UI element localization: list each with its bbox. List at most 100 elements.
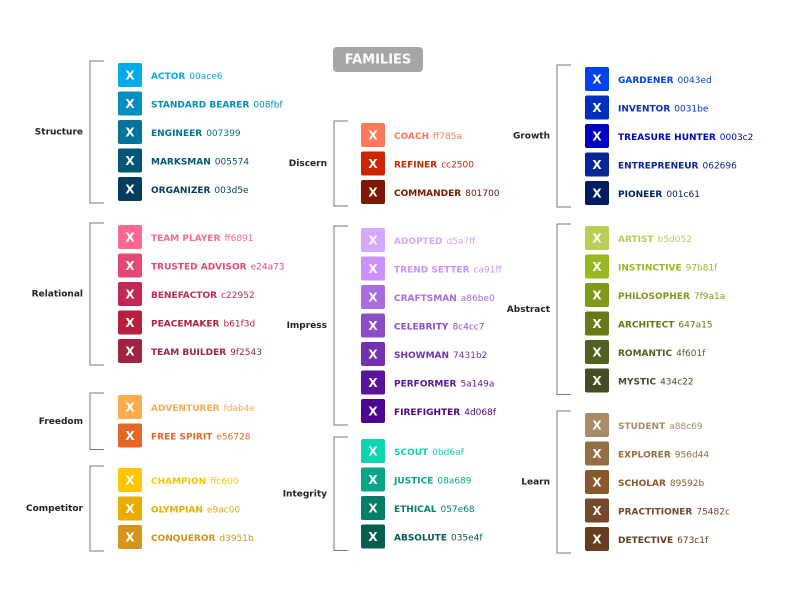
item-code: 003d5e [214, 186, 249, 196]
swatch-label: X [125, 97, 135, 111]
item-name: STANDARD BEARER [151, 100, 249, 110]
item-code: 956d44 [675, 450, 710, 460]
swatch-label: X [592, 317, 602, 331]
swatch-label: X [125, 126, 135, 140]
swatch-label: X [592, 73, 602, 87]
item-name: PEACEMAKER [151, 319, 220, 329]
item-name: TRUSTED ADVISOR [151, 262, 247, 272]
swatch-label: X [125, 316, 135, 330]
item-label: COACH ff785a [394, 132, 462, 142]
item-code: 0003c2 [720, 133, 754, 143]
item-label: ENGINEER 007399 [151, 129, 241, 139]
swatch-label: X [592, 260, 602, 274]
group-label: Learn [521, 478, 550, 488]
item-label: FIREFIGHTER 4d068f [394, 408, 497, 418]
swatch [585, 470, 609, 494]
item-name: TEAM BUILDER [151, 348, 226, 358]
group-label: Structure [35, 128, 83, 138]
item-code: 97b81f [686, 263, 719, 273]
swatch [585, 283, 609, 307]
swatch-label: X [125, 401, 135, 415]
item-code: ff6891 [224, 234, 253, 244]
item-label: TRUSTED ADVISOR e24a73 [151, 262, 285, 272]
item-label: REFINER cc2500 [394, 160, 474, 170]
item-name: JUSTICE [393, 476, 433, 486]
swatch-label: X [368, 186, 378, 200]
item-name: PHILOSOPHER [618, 292, 690, 302]
swatch-label: X [592, 130, 602, 144]
group-bracket [89, 392, 104, 450]
item-label: ROMANTIC 4f601f [618, 349, 706, 359]
swatch [361, 151, 385, 176]
group-bracket [556, 223, 571, 395]
item-code: a88c69 [669, 422, 703, 432]
group-bracket [89, 222, 104, 366]
item-code: 801700 [465, 189, 500, 199]
item-label: CRAFTSMAN a86be0 [394, 294, 495, 304]
item-code: e9ac00 [207, 505, 240, 515]
item-name: CELEBRITY [394, 322, 449, 332]
swatch [361, 399, 385, 423]
item-code: b61f3d [223, 319, 255, 329]
item-label: PHILOSOPHER 7f9a1a [618, 292, 725, 302]
swatch-label: X [368, 319, 378, 333]
swatch-label: X [368, 234, 378, 248]
item-label: TREND SETTER ca91ff [394, 265, 502, 275]
swatch-label: X [368, 376, 378, 390]
swatch-label: X [592, 504, 602, 518]
item-name: ADOPTED [394, 237, 442, 247]
item-name: OLYMPIAN [151, 505, 203, 515]
swatch-label: X [368, 473, 378, 487]
item-code: 001c61 [666, 190, 700, 200]
item-code: 057e68 [440, 505, 474, 515]
swatch [585, 527, 609, 551]
item-code: 0031be [674, 104, 709, 114]
item-code: 00ace6 [189, 72, 222, 82]
item-label: STUDENT a88c69 [618, 422, 703, 432]
swatch [118, 339, 142, 363]
item-name: MYSTIC [618, 377, 656, 387]
item-label: JUSTICE 08a689 [393, 476, 472, 486]
swatch [118, 282, 142, 306]
swatch-label: X [592, 476, 602, 490]
item-label: STANDARD BEARER 008fbf [151, 100, 283, 110]
item-code: ff785a [433, 132, 462, 142]
swatch-label: X [592, 158, 602, 172]
item-label: TREASURE HUNTER 0003c2 [618, 133, 753, 143]
item-label: INVENTOR 0031be [618, 104, 709, 114]
item-code: 035e4f [451, 533, 483, 543]
item-code: 434c22 [660, 377, 694, 387]
item-code: 0043ed [678, 76, 712, 86]
item-label: SHOWMAN 7431b2 [394, 351, 487, 361]
swatch [361, 467, 385, 492]
swatch [118, 423, 142, 448]
item-label: SCOUT 0bd6af [394, 448, 465, 458]
swatch [361, 180, 385, 204]
swatch [585, 413, 609, 437]
swatch-label: X [592, 101, 602, 115]
item-name: ARCHITECT [618, 320, 675, 330]
swatch [361, 313, 385, 338]
group-bracket [556, 64, 571, 208]
item-name: CHAMPION [151, 477, 206, 487]
item-name: COACH [394, 132, 429, 142]
item-name: SHOWMAN [394, 351, 449, 361]
item-name: TEAM PLAYER [151, 234, 220, 244]
item-code: 7431b2 [453, 351, 487, 361]
item-label: GARDENER 0043ed [618, 76, 712, 86]
item-label: MARKSMAN 005574 [151, 157, 249, 167]
item-code: 7f9a1a [694, 292, 725, 302]
group-label: Impress [287, 321, 327, 331]
swatch-label: X [368, 157, 378, 171]
swatch [361, 370, 385, 395]
title-box [333, 47, 423, 72]
item-name: PRACTITIONER [618, 507, 692, 517]
item-code: e56728 [216, 432, 250, 442]
item-label: ACTOR 00ace6 [151, 72, 223, 82]
swatch-label: X [592, 447, 602, 461]
item-label: ADOPTED d5a7ff [394, 237, 476, 247]
item-name: ORGANIZER [151, 186, 210, 196]
swatch [361, 228, 385, 252]
